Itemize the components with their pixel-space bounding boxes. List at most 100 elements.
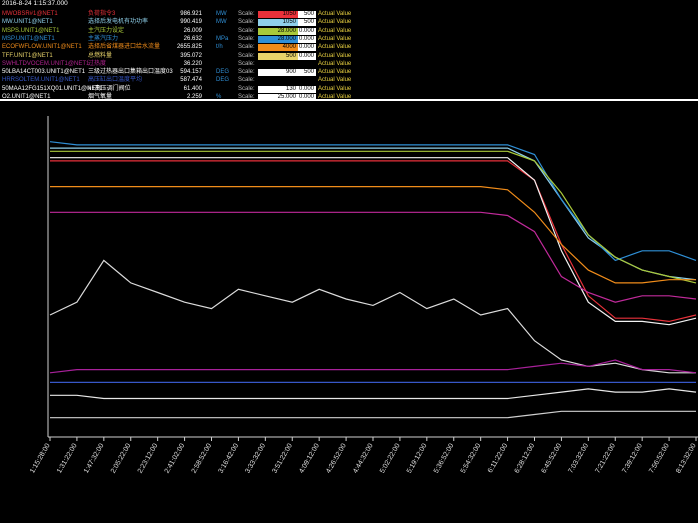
series-line: [50, 150, 697, 284]
timestamp: 2016-8-24 1:15:37.000: [2, 0, 68, 7]
actual-value-label: Actual Value: [318, 35, 352, 42]
tag-name: SWHLTDVOCEM.UNIT1@NET1: [2, 60, 90, 67]
scale-label: Scale:: [238, 11, 255, 17]
unit-label: DEG: [216, 77, 230, 84]
series-line: [50, 410, 696, 419]
scale-label: Scale:: [238, 27, 255, 34]
tag-description: 过热度: [88, 60, 107, 67]
series-line: [50, 157, 697, 326]
tag-name: ECOFWFLOW.UNIT1@NET1: [2, 44, 82, 51]
legend-row[interactable]: MSP.UNIT1@NET1 主蒸汽压力 26.632 MPa Scale: 28.000…: [0, 35, 698, 44]
series-line: [50, 147, 697, 281]
legend-divider: [0, 99, 698, 101]
unit-label: t/h: [216, 44, 223, 51]
trend-chart[interactable]: 1:15:28:00 1:31:22:00 1:47:32:00 2:05:22:00…: [0, 101, 698, 523]
tag-description: 三级过热器出口集箱出口温度03: [88, 69, 173, 76]
scale-min-box: 0.000: [298, 94, 316, 101]
scale-max-box: 130: [258, 85, 298, 93]
actual-value-label: Actual Value: [318, 27, 352, 34]
tag-description: #1高压调门阀位: [88, 85, 131, 92]
scale-min-box: 500: [298, 11, 316, 18]
actual-value-label: Actual Value: [318, 11, 352, 17]
current-value: 990.419: [180, 19, 202, 26]
scale-label: Scale:: [238, 85, 255, 92]
tag-name: MWOBSR#1@NET1: [2, 11, 58, 17]
actual-value-label: Actual Value: [318, 77, 352, 84]
tag-name: 50LBA14CT003.UNIT1@NET1: [2, 69, 86, 76]
scale-max-box: 28.000: [258, 35, 298, 43]
legend-row[interactable]: ECOFWFLOW.UNIT1@NET1 选择后省煤器进口给水流量 2655.825…: [0, 43, 698, 52]
actual-value-label: Actual Value: [318, 19, 352, 26]
scale-max-box: 500: [258, 52, 298, 60]
tag-description: 高压缸出口温度平均: [88, 77, 143, 84]
current-value: 986.921: [180, 11, 202, 17]
current-value: 395.072: [180, 52, 202, 59]
actual-value-label: Actual Value: [318, 69, 352, 76]
unit-label: MPa: [216, 35, 229, 42]
legend-row[interactable]: MWOBSR#1@NET1 负荷指令3 986.921 MW Scale: 1050 500…: [0, 10, 698, 19]
scale-max-box: 900: [258, 69, 298, 77]
scale-max-box: 1050: [258, 11, 298, 18]
legend-row[interactable]: MW.UNIT1@NET1 选择后发电机有功功率 990.419 MW Scale: 10…: [0, 18, 698, 27]
scale-min-box: 0.000: [298, 27, 316, 35]
series-line: [50, 185, 696, 284]
legend-row[interactable]: O2.UNIT1@NET1 烟气氧量 2.259% Scale: 25.000 0.000…: [0, 93, 698, 101]
unit-label: %: [216, 94, 222, 100]
actual-value-label: Actual Value: [318, 52, 352, 59]
tag-description: 烟气氧量: [88, 94, 113, 100]
chart-background: [0, 101, 698, 523]
series-line: [50, 160, 697, 323]
scale-min-box: 0.000: [298, 52, 316, 60]
scale-min-box: 0.000: [298, 85, 316, 93]
unit-label: MW: [216, 19, 227, 26]
scale-label: Scale:: [238, 60, 255, 67]
tag-name: TFF.UNIT1@NET1: [2, 52, 53, 59]
plot-lines: [49, 141, 697, 419]
scale-min-box: 500: [298, 19, 316, 27]
series-line: [50, 211, 697, 303]
series-line: [49, 359, 697, 374]
current-value: 36.220: [183, 60, 202, 67]
legend-row[interactable]: SWHLTDVOCEM.UNIT1@NET1 过热度 36.220 Scale: Act…: [0, 60, 698, 69]
scale-max-box: 4000: [258, 44, 298, 52]
current-value: 587.474: [180, 77, 202, 84]
tag-name: 50MAA12FG151XQ01.UNIT1@NET1: [2, 85, 103, 92]
scale-max-box: 1050: [258, 19, 298, 27]
legend-row[interactable]: MSPS.UNIT1@NET1 主汽压力设定 26.009 Scale: 28.000 0…: [0, 27, 698, 36]
series-line: [50, 388, 697, 400]
tag-description: 选择后省煤器进口给水流量: [88, 44, 161, 51]
actual-value-label: Actual Value: [318, 60, 352, 67]
legend-row[interactable]: HRRSOLTEM.UNIT1@NET1 高压缸出口温度平均 587.474 DEG S…: [0, 76, 698, 85]
tag-name: O2.UNIT1@NET1: [2, 94, 51, 100]
legend-row[interactable]: TFF.UNIT1@NET1 总燃料量 395.072 Scale: 500 0.000 A…: [0, 52, 698, 61]
scale-label: Scale:: [238, 44, 255, 51]
tag-description: 主蒸汽压力: [88, 35, 119, 42]
legend-panel: 2016-8-24 1:15:37.000 MWOBSR#1@NET1 负荷指令3…: [0, 0, 698, 101]
unit-label: MW: [216, 11, 227, 17]
scale-label: Scale:: [238, 94, 255, 100]
legend-row[interactable]: 50MAA12FG151XQ01.UNIT1@NET1 #1高压调门阀位 61.40…: [0, 85, 698, 94]
scale-label: Scale:: [238, 69, 255, 76]
scale-label: Scale:: [238, 77, 255, 84]
scale-max-box: 25.000: [258, 94, 298, 101]
scale-label: Scale:: [238, 52, 255, 59]
scale-max-box: 28.000: [258, 27, 298, 35]
scale-min-box: 500: [298, 69, 316, 77]
current-value: 26.009: [183, 27, 202, 34]
current-value: 2.259: [186, 94, 202, 100]
legend-row[interactable]: 50LBA14CT003.UNIT1@NET1 三级过热器出口集箱出口温度03 59…: [0, 68, 698, 77]
scale-min-box: 0.000: [298, 44, 316, 52]
scale-min-box: 0.000: [298, 35, 316, 43]
tag-description: 总燃料量: [88, 52, 113, 59]
scale-label: Scale:: [238, 19, 255, 26]
unit-label: DEG: [216, 69, 230, 76]
scale-label: Scale:: [238, 35, 255, 42]
tag-description: 选择后发电机有功功率: [88, 19, 149, 26]
current-value: 61.400: [183, 85, 202, 92]
current-value: 2655.825: [176, 44, 202, 51]
tag-name: MSPS.UNIT1@NET1: [2, 27, 60, 34]
current-value: 594.157: [180, 69, 202, 76]
actual-value-label: Actual Value: [318, 85, 352, 92]
current-value: 26.632: [183, 35, 202, 42]
tag-description: 主汽压力设定: [88, 27, 125, 34]
